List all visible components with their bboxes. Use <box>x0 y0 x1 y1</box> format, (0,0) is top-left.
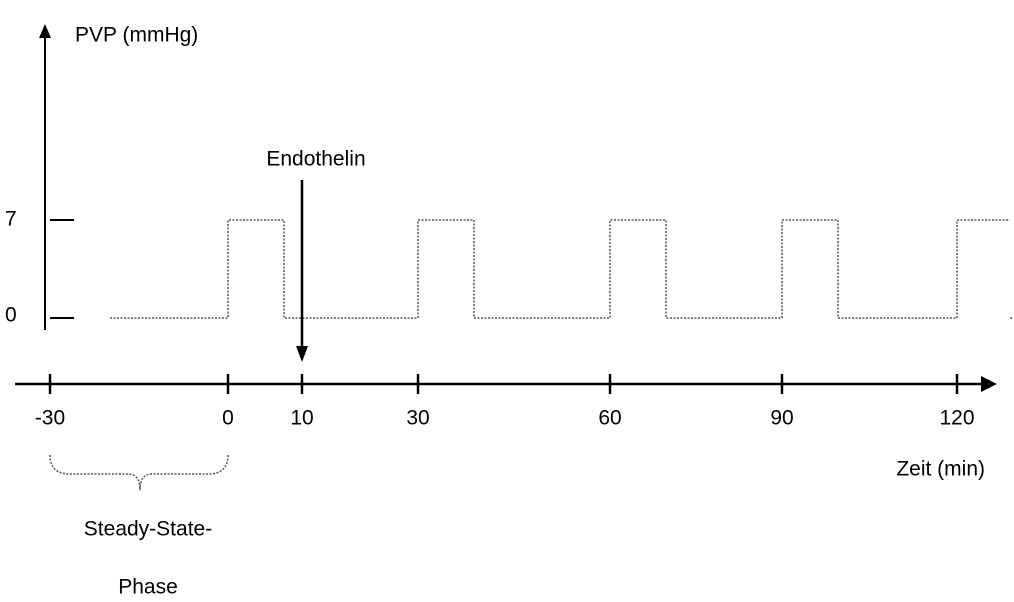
x-ticks: -30 0 10 30 60 90 120 <box>35 374 975 430</box>
x-tick-label: 60 <box>598 407 621 430</box>
x-tick-label: 120 <box>939 407 974 430</box>
pressure-pulses <box>110 219 1013 319</box>
annotation-arrowhead <box>296 346 308 362</box>
y-axis-arrow <box>39 24 51 38</box>
x-axis-arrow <box>981 376 997 392</box>
y-tick-label: 7 <box>5 208 17 231</box>
x-tick-label: 10 <box>290 407 313 430</box>
x-tick-label: -30 <box>35 407 65 430</box>
phase-label: Steady-State- <box>84 518 212 541</box>
phase-brace <box>49 454 229 491</box>
x-axis-label: Zeit (min) <box>896 458 985 481</box>
x-tick-label: 30 <box>406 407 429 430</box>
annotation-label: Endothelin <box>266 148 365 171</box>
x-tick-label: 90 <box>770 407 793 430</box>
y-tick-label: 0 <box>5 304 17 327</box>
x-tick-label: 0 <box>222 407 234 430</box>
phase-label: Phase <box>118 576 178 599</box>
y-axis-label: PVP (mmHg) <box>75 24 198 47</box>
